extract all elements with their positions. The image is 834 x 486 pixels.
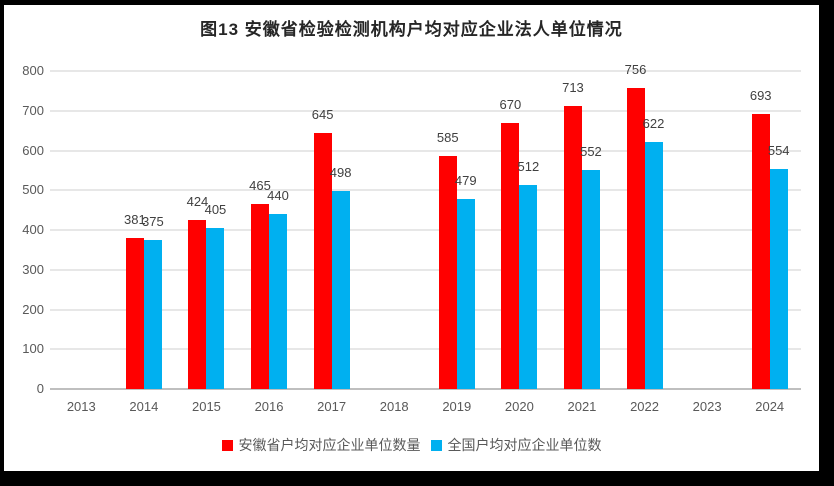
y-axis-tick-label: 200	[22, 301, 44, 317]
x-axis-tick-label: 2014	[129, 399, 159, 414]
national-bar-2014	[143, 239, 162, 389]
national-bar-2024	[769, 168, 788, 389]
data-label: 424	[186, 194, 209, 210]
data-label: 622	[642, 115, 665, 131]
data-label: 381	[124, 211, 146, 227]
data-label: 693	[749, 87, 772, 103]
data-label: 479	[454, 172, 477, 188]
chart-panel: 图13 安徽省检验检测机构户均对应企业法人单位情况 0 100 200 300 400 5…	[4, 5, 819, 471]
y-axis-tick-label: 100	[22, 341, 44, 357]
legend: 安徽省户均对应企业单位数量 全国户均对应企业单位数	[4, 435, 819, 455]
y-axis-tick-label: 800	[22, 63, 44, 78]
x-axis-tick-label: 2022	[630, 399, 659, 414]
x-axis-tick-label: 2024	[755, 399, 785, 414]
gridline	[50, 189, 801, 192]
gridline	[50, 109, 801, 112]
x-axis-tick-label: 2016	[254, 399, 284, 414]
data-label: 375	[142, 213, 164, 229]
data-label: 645	[311, 106, 334, 122]
legend-label: 全国户均对应企业单位数	[447, 437, 602, 453]
anhui-bar-2017	[313, 132, 332, 389]
x-axis-line	[50, 388, 801, 390]
y-axis-tick-label: 300	[22, 261, 44, 277]
y-axis-tick-label: 500	[22, 182, 44, 198]
legend-swatch-icon	[221, 439, 233, 451]
anhui-bar-2014	[125, 237, 144, 389]
data-label: 512	[517, 159, 540, 175]
data-label: 713	[562, 79, 584, 95]
national-bar-2021	[581, 169, 600, 389]
y-axis-tick-label: 400	[22, 222, 44, 237]
gridline	[50, 268, 801, 271]
y-axis-tick-label: 0	[36, 381, 44, 396]
x-axis-tick-label: 2019	[442, 399, 472, 414]
data-label: 498	[329, 165, 352, 181]
gridline	[50, 70, 801, 72]
data-label: 440	[267, 188, 289, 204]
data-label: 554	[767, 142, 790, 158]
x-axis-tick-label: 2013	[66, 399, 96, 414]
data-label: 465	[249, 178, 271, 194]
chart-title: 图13 安徽省检验检测机构户均对应企业法人单位情况	[200, 20, 623, 39]
y-axis-tick-label: 600	[22, 142, 44, 158]
x-axis-tick-label: 2018	[379, 399, 409, 414]
anhui-bar-2020	[501, 122, 520, 389]
national-bar-2016	[269, 214, 288, 389]
anhui-bar-2015	[188, 220, 207, 389]
gridline	[50, 348, 801, 351]
national-bar-2020	[519, 185, 538, 389]
anhui-bar-2022	[626, 88, 645, 389]
data-label: 585	[436, 130, 459, 146]
data-label: 552	[580, 143, 602, 159]
legend-label: 安徽省户均对应企业单位数量	[238, 437, 421, 453]
legend-item-anhui: 安徽省户均对应企业单位数量	[221, 435, 421, 455]
x-axis-tick-label: 2023	[692, 399, 722, 414]
data-label: 405	[204, 202, 227, 217]
gridline	[50, 149, 801, 152]
national-bar-2015	[206, 228, 225, 389]
gridline	[50, 229, 801, 231]
data-label: 670	[499, 96, 522, 112]
national-bar-2017	[331, 191, 350, 389]
national-bar-2022	[644, 141, 663, 389]
anhui-bar-2021	[563, 105, 582, 389]
x-axis-tick-label: 2017	[317, 399, 347, 414]
gridline	[50, 308, 801, 311]
legend-item-national: 全国户均对应企业单位数	[430, 435, 602, 455]
x-axis-tick-label: 2015	[191, 399, 221, 414]
x-axis-tick-label: 2021	[567, 399, 597, 414]
legend-swatch-icon	[430, 439, 442, 451]
x-axis-tick-label: 2020	[504, 399, 534, 414]
anhui-bar-2019	[438, 156, 457, 389]
anhui-bar-2024	[751, 113, 770, 389]
data-label: 756	[624, 62, 647, 78]
anhui-bar-2016	[251, 204, 270, 389]
national-bar-2019	[456, 198, 475, 389]
y-axis-tick-label: 700	[22, 102, 44, 118]
